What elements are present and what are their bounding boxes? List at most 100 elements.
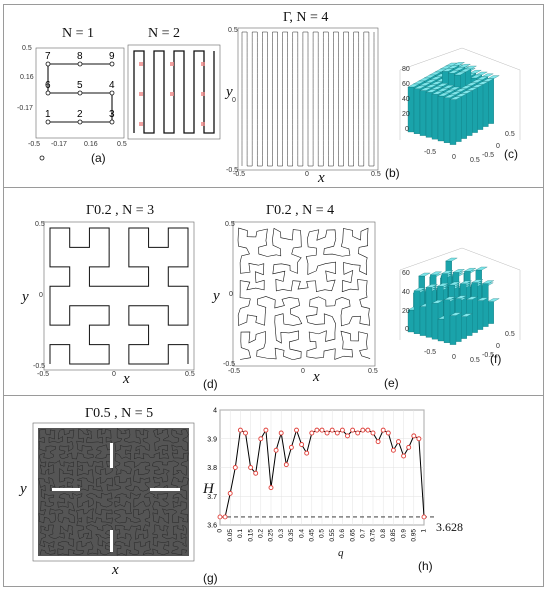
panel-f-bar-top — [465, 296, 479, 300]
chart-point-26 — [350, 427, 356, 433]
panel-f-bar-top — [487, 298, 500, 302]
chart-point-29 — [365, 427, 371, 433]
panel-a-point-1 — [45, 119, 51, 125]
chart-point-21 — [324, 430, 330, 436]
panel-g-gap-1 — [110, 530, 113, 552]
panel-d-axes-box — [43, 221, 195, 371]
panel-f-bar-top — [449, 312, 462, 316]
panel-a2-highlight-5 — [201, 92, 205, 96]
chart-point-13 — [283, 462, 289, 468]
panel-f-bar-top — [429, 271, 443, 275]
panel-e-xlabel: x — [313, 369, 320, 385]
panel-g-gap-3 — [150, 488, 180, 491]
reference-line-label: 3.628 — [436, 520, 463, 534]
chart-point-5 — [243, 430, 248, 436]
panel-f-ytick-2: -0.5 — [482, 352, 495, 359]
chart-point-36 — [401, 453, 407, 459]
panel-f-bar-top — [436, 283, 450, 287]
chart-xtick-label: 0.55 — [329, 529, 336, 542]
chart-point-34 — [390, 447, 396, 453]
panel-c-xtick-1: 0 — [452, 154, 456, 161]
panel-d-path — [49, 227, 189, 365]
panel-d-letter: (d) — [203, 377, 218, 391]
panel-a2-highlight-6 — [139, 122, 143, 126]
panel-f-bar-top — [448, 281, 461, 286]
chart-xtick-label: 0.4 — [298, 529, 305, 538]
panel-b-xlabel: x — [318, 170, 325, 186]
panel-c-ztick-0: 80 — [402, 66, 410, 73]
panel-c-bar-top — [407, 83, 420, 88]
chart-point-0 — [217, 514, 223, 520]
panel-d-title: Γ0.2 , N = 3 — [86, 203, 155, 218]
row-divider-2 — [3, 395, 544, 396]
panel-b-xtick-0: -0.5 — [233, 171, 246, 178]
chart-point-8 — [258, 436, 264, 442]
panel-f-xtick-0: -0.5 — [424, 349, 437, 356]
chart-xtick-label: 1 — [421, 529, 428, 533]
panel-h-ylabel: H — [203, 481, 214, 497]
panel-h-letter: (h) — [418, 559, 433, 573]
chart-point-22 — [329, 427, 335, 433]
panel-a-xtick-3: 0.5 — [117, 141, 127, 148]
panel-c-bar-top — [419, 87, 432, 91]
panel-c-xtick-0: -0.5 — [424, 149, 437, 156]
panel-e-xtick-1: 0 — [301, 368, 305, 375]
panel-c-bar-top — [441, 68, 455, 72]
panel-b-title: Γ, N = 4 — [283, 10, 329, 25]
panel-e-ylabel: y — [213, 288, 220, 304]
panel-g-letter: (g) — [203, 571, 218, 585]
panel-b-letter: (b) — [385, 166, 400, 180]
panel-b-xtick-2: 0.5 — [371, 171, 381, 178]
panel-a-ytick-1: 0.16 — [20, 74, 34, 81]
panel-g-gap-0 — [110, 443, 113, 468]
chart-xtick-label: 0.95 — [411, 529, 418, 542]
panel-f-bar-top — [413, 287, 426, 291]
chart-point-40 — [421, 514, 427, 520]
panel-a2-highlight-4 — [170, 92, 174, 96]
chart-point-15 — [294, 427, 299, 433]
chart-point-17 — [304, 450, 310, 456]
chart-xtick-label: 0.75 — [370, 529, 377, 542]
panel-b-xtick-1: 0 — [305, 171, 309, 178]
panel-f-bar-top — [460, 313, 473, 317]
panel-e-path — [237, 227, 371, 361]
chart-point-28 — [360, 427, 366, 433]
chart-point-37 — [406, 444, 412, 450]
panel-f-ztick-2: 20 — [402, 308, 410, 315]
panel-a-point-label-7: 7 — [45, 51, 51, 62]
chart-point-7 — [253, 470, 259, 476]
chart-point-27 — [355, 430, 361, 436]
chart-ytick-label: 3.9 — [207, 436, 217, 443]
panel-g-ylabel: y — [20, 481, 27, 497]
panel-a2-title: N = 2 — [148, 26, 181, 41]
panel-f-bar-top — [441, 270, 454, 274]
panel-f-bar-top — [425, 284, 438, 288]
chart-xtick-label: 0.9 — [400, 529, 407, 538]
figure-frame — [3, 4, 544, 587]
panel-e-xtick-2: 0.5 — [368, 368, 378, 375]
chart-ytick-label: 4 — [213, 408, 217, 415]
chart-point-32 — [380, 427, 386, 433]
panel-f-bar-top — [443, 296, 456, 300]
chart-point-11 — [273, 447, 279, 453]
panel-b-ytick-0: 0.5 — [228, 27, 238, 34]
chart-point-14 — [288, 444, 294, 450]
panel-c-bar-top — [447, 70, 461, 74]
chart-xtick-label: 0.15 — [247, 529, 254, 542]
chart-point-18 — [309, 430, 315, 436]
panel-g-fill — [38, 428, 189, 556]
chart-point-12 — [278, 430, 284, 436]
chart-xtick-label: 0.6 — [339, 529, 346, 538]
panel-c-ztick-4: 0 — [405, 126, 409, 133]
panel-h-xlabel: q — [338, 547, 344, 559]
panel-c-ytick-1: 0 — [496, 143, 500, 150]
panel-e-axes-box — [232, 221, 376, 367]
chart-xtick-label: 0.45 — [309, 529, 316, 542]
panel-f-ztick-3: 0 — [405, 326, 409, 333]
